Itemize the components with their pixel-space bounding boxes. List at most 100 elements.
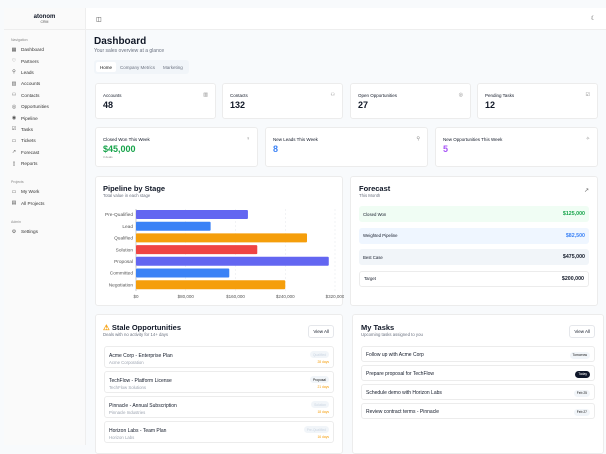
- sidebar-item-label: Contacts: [21, 92, 40, 98]
- gear-icon: ⚙: [11, 228, 17, 235]
- sidebar-item-tasks[interactable]: ☑ Tasks: [4, 124, 85, 135]
- sidebar-item-partners[interactable]: ♡ Partners: [4, 55, 85, 66]
- stale-opportunity-item[interactable]: Pinnacle - Annual Subscription Pinnacle I…: [104, 396, 334, 418]
- task-item[interactable]: Prepare proposal for TechFlow Today: [361, 365, 595, 381]
- sidebar-item-leads[interactable]: ⚲ Leads: [4, 67, 85, 78]
- forecast-row-value: $200,000: [561, 275, 584, 282]
- due-badge: Today: [575, 370, 590, 378]
- bar-qualified: [136, 233, 308, 243]
- handshake-icon: ♡: [11, 58, 17, 65]
- opportunity-name: Horizon Labs - Team Plan: [109, 428, 167, 434]
- stat-card-open-opportunities: Open Opportunities 27 ◎: [350, 83, 471, 119]
- stale-title: Stale Opportunities: [111, 323, 182, 332]
- checkbox-icon: ☑: [585, 92, 590, 98]
- trending-up-icon: ↗: [583, 188, 589, 194]
- stat-card-contacts: Contacts 132 ⚇: [222, 83, 343, 119]
- theme-toggle-moon-icon[interactable]: ☾: [590, 16, 596, 22]
- due-badge: Feb 25: [573, 389, 590, 397]
- x-tick-label: $0: [133, 294, 139, 299]
- sidebar-item-label: Dashboard: [21, 47, 44, 53]
- bar-solution: [136, 245, 258, 255]
- ticket-icon: ▭: [11, 137, 17, 144]
- stat-label: Accounts: [103, 93, 122, 98]
- forecast-subtitle: This Month: [359, 193, 381, 198]
- forecast-row-value: $82,500: [565, 232, 585, 239]
- days-stale: 18 days: [317, 410, 329, 414]
- target-icon: ◎: [458, 92, 463, 98]
- opportunity-name: Acme Corp - Enterprise Plan: [109, 353, 173, 359]
- tabs: Home Company Metrics Marketing: [94, 60, 189, 74]
- stat-label: Open Opportunities: [358, 93, 398, 98]
- sidebar-item-label: Leads: [21, 69, 34, 75]
- x-tick-label: $240,000: [276, 294, 295, 299]
- tasks-title: My Tasks: [361, 323, 395, 332]
- sidebar-item-label: Tasks: [21, 126, 33, 132]
- app-subtitle: CRM: [40, 20, 49, 24]
- y-category-label: Qualified: [114, 236, 133, 242]
- y-category-label: Negotiation: [109, 282, 134, 288]
- sidebar-item-forecast[interactable]: ↗ Forecast: [4, 147, 85, 158]
- stat-card-accounts: Accounts 48 ▥: [95, 83, 216, 119]
- tab-home[interactable]: Home: [96, 62, 117, 72]
- sidebar-item-label: Tickets: [21, 138, 36, 144]
- stage-badge: Qualified: [309, 351, 329, 358]
- stat-value: 27: [358, 100, 369, 110]
- topbar: ◫ ☾: [86, 8, 606, 30]
- sidebar-item-accounts[interactable]: ▥ Accounts: [4, 78, 85, 89]
- forecast-row: Weighted Pipeline $82,500: [359, 227, 589, 244]
- bar-negotiation: [136, 280, 286, 290]
- forecast-row-label: Best Case: [363, 254, 383, 260]
- sidebar-toggle-icon[interactable]: ◫: [96, 17, 102, 23]
- pipeline-chart: $0 $80,000 $160,000 $240,000 $320,000 Pre-Qua…: [105, 209, 344, 299]
- stale-opportunity-item[interactable]: TechFlow - Platform License TechFlow Solu…: [104, 371, 334, 393]
- sidebar-section-label: Admin: [11, 220, 21, 225]
- stale-opportunity-item[interactable]: Acme Corp - Enterprise Plan Acme Corporat…: [104, 346, 334, 368]
- sparkle-icon: ✧: [585, 136, 590, 142]
- sidebar-item-label: Partners: [21, 58, 39, 64]
- warning-icon: ⚠: [103, 323, 110, 332]
- task-title: Schedule demo with Horizon Labs: [366, 389, 442, 396]
- weekly-label: New Leads This Week: [273, 137, 318, 142]
- target-icon: ◎: [11, 103, 17, 110]
- sidebar-item-settings[interactable]: ⚙ Settings: [4, 226, 85, 237]
- task-title: Prepare proposal for TechFlow: [366, 370, 434, 377]
- tasks-view-all-button[interactable]: View All: [569, 325, 595, 338]
- task-item[interactable]: Review contract terms - Pinnacle Feb 27: [361, 403, 595, 419]
- sidebar-item-all-projects[interactable]: ▤ All Projects: [4, 198, 85, 209]
- stale-subtitle: Deals with no activity for 14+ days: [103, 332, 169, 337]
- stale-opportunities-card: ⚠ Stale Opportunities Deals with no acti…: [95, 314, 343, 454]
- sidebar-item-pipeline[interactable]: ◉ Pipeline: [4, 112, 85, 123]
- building-icon: ▥: [203, 92, 208, 98]
- stage-badge: Proposal: [309, 376, 329, 383]
- weekly-value: $45,000: [103, 144, 136, 154]
- folder-icon: ▤: [11, 200, 17, 207]
- sidebar: atonom CRM Navigation ▦ Dashboard ♡ Partners…: [4, 8, 86, 445]
- sidebar-item-reports[interactable]: ▯ Reports: [4, 158, 85, 169]
- tab-marketing[interactable]: Marketing: [163, 64, 183, 70]
- stale-opportunity-item[interactable]: Horizon Labs - Team Plan Horizon Labs Pre-…: [104, 421, 334, 443]
- sidebar-item-opportunities[interactable]: ◎ Opportunities: [4, 101, 85, 112]
- trending-icon: ↗: [11, 149, 17, 156]
- logo[interactable]: atonom CRM: [4, 8, 85, 30]
- weekly-card: New Opportunities This Week 5 ✧: [435, 127, 598, 167]
- sidebar-item-label: Forecast: [21, 149, 40, 155]
- sidebar-item-dashboard[interactable]: ▦ Dashboard: [4, 44, 85, 55]
- file-icon: ▯: [12, 160, 16, 167]
- opportunity-company: TechFlow Solutions: [109, 385, 147, 390]
- stale-view-all-button[interactable]: View All: [308, 325, 334, 338]
- sidebar-item-my-work[interactable]: ▭ My Work: [4, 186, 85, 197]
- users-icon: ⚇: [11, 92, 17, 99]
- opportunity-name: Pinnacle - Annual Subscription: [109, 403, 177, 409]
- stat-value: 132: [230, 100, 246, 110]
- task-title: Follow up with Acme Corp: [366, 351, 424, 358]
- task-item[interactable]: Follow up with Acme Corp Tomorrow: [361, 346, 595, 362]
- opportunity-name: TechFlow - Platform License: [109, 378, 172, 384]
- sidebar-item-contacts[interactable]: ⚇ Contacts: [4, 90, 85, 101]
- sidebar-item-tickets[interactable]: ▭ Tickets: [4, 135, 85, 146]
- forecast-row: Best Case $475,000: [359, 249, 589, 265]
- y-category-label: Committed: [110, 271, 134, 277]
- tab-company-metrics[interactable]: Company Metrics: [120, 64, 156, 70]
- task-item[interactable]: Schedule demo with Horizon Labs Feb 25: [361, 384, 595, 400]
- days-stale: 16 days: [317, 435, 329, 439]
- y-category-label: Proposal: [114, 259, 133, 265]
